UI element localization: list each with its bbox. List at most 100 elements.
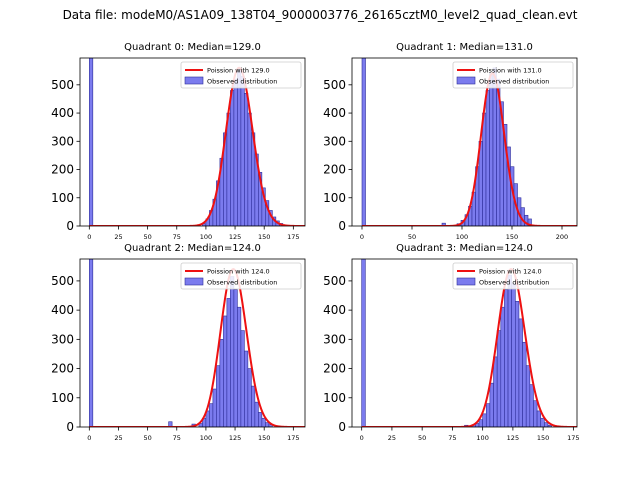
quadrant-2-ytick-label: 400 xyxy=(51,303,74,317)
quadrant-3-xtick-label: 100 xyxy=(476,434,488,442)
quadrant-1-ytick-label: 400 xyxy=(323,106,346,120)
quadrant-2-hist-bar xyxy=(261,417,266,427)
quadrant-0-ytick-label: 200 xyxy=(51,163,74,177)
quadrant-2-legend-hist-swatch xyxy=(184,277,204,286)
quadrant-1-legend-line-label: Poission with 131.0 xyxy=(479,67,542,75)
quadrant-0-legend-hist-swatch xyxy=(184,76,204,85)
quadrant-1-hist-bar xyxy=(527,218,532,226)
quadrant-3-legend: Poission with 124.0 Observed distribution xyxy=(452,262,574,290)
quadrant-3-title: Quadrant 3: Median=124.0 xyxy=(396,243,533,254)
quadrant-3-legend-line-label: Poission with 124.0 xyxy=(479,268,542,276)
quadrant-0-xtick-label: 75 xyxy=(173,233,181,241)
quadrant-0-xtick-label: 0 xyxy=(87,233,91,241)
quadrant-1-hist-bar xyxy=(492,67,497,226)
quadrant-0-xtick-label: 100 xyxy=(200,233,212,241)
quadrant-3-xtick-label: 25 xyxy=(388,434,396,442)
quadrant-0-hist-bar xyxy=(233,78,238,226)
quadrant-3-hist-bar xyxy=(500,306,505,427)
quadrant-3-xtick-label: 125 xyxy=(507,434,519,442)
quadrant-1-ytick-label: 500 xyxy=(323,78,346,92)
quadrant-2-hist-bar xyxy=(226,298,231,427)
quadrant-0-xtick-label: 150 xyxy=(258,233,270,241)
quadrant-3-xtick-label: 0 xyxy=(360,434,364,442)
quadrant-3-ytick-label: 100 xyxy=(323,391,346,405)
quadrant-2-hist-bar xyxy=(223,315,228,427)
quadrant-3-hist-bar xyxy=(533,400,538,427)
quadrant-2-hist-bar xyxy=(244,350,249,427)
quadrant-0-axes-frame xyxy=(79,57,306,227)
quadrant-3-hist-bar xyxy=(482,413,487,427)
quadrant-0-chart: Quadrant 0: Median=129.0 0 25 50 75 100 125 150… xyxy=(51,42,306,241)
quadrant-2-hist-bar xyxy=(233,289,238,427)
quadrant-0-hist-bar xyxy=(247,112,252,226)
quadrant-0-plot-area xyxy=(89,58,305,226)
quadrant-2-xtick-label: 175 xyxy=(287,434,299,442)
quadrant-0-hist-bar xyxy=(237,68,242,226)
quadrant-2-axes-frame xyxy=(79,258,306,428)
quadrant-3-hist-bar xyxy=(515,301,520,427)
quadrant-3-hist-bar xyxy=(544,422,549,427)
quadrant-0-ytick-label: 100 xyxy=(51,191,74,205)
quadrant-0-title: Quadrant 0: Median=129.0 xyxy=(124,42,261,53)
quadrant-3-ytick-label: 500 xyxy=(323,274,346,288)
quadrant-1-legend: Poission with 131.0 Observed distribution xyxy=(452,61,574,89)
quadrant-0-legend-line-label: Poission with 129.0 xyxy=(207,67,270,75)
quadrant-1-xtick-label: 150 xyxy=(506,233,518,241)
quadrant-3-poisson-line xyxy=(361,268,577,427)
quadrant-3-hist-bar xyxy=(522,341,527,427)
quadrant-0-hist-bar xyxy=(240,76,245,226)
quadrant-1-ytick-label: 200 xyxy=(323,163,346,177)
quadrant-1-poisson-line xyxy=(362,72,577,226)
quadrant-2-hist-bar xyxy=(240,330,245,427)
quadrant-1-legend-hist-swatch xyxy=(456,76,476,85)
quadrant-1-chart: Quadrant 1: Median=131.0 0 50 100 150 200 0 100… xyxy=(323,42,578,241)
quadrant-0-ytick-label: 400 xyxy=(51,106,74,120)
quadrant-2-xtick-label: 125 xyxy=(229,434,241,442)
quadrant-1-ytick-label: 300 xyxy=(323,134,346,148)
quadrant-2-legend-hist-label: Observed distribution xyxy=(207,279,277,287)
quadrant-0-legend-hist-label: Observed distribution xyxy=(207,78,277,86)
quadrant-0-ytick-label: 0 xyxy=(66,219,74,233)
quadrant-1-hist-bar xyxy=(489,73,494,226)
quadrant-2-ytick-label: 200 xyxy=(51,362,74,376)
quadrant-2-legend-box xyxy=(180,262,302,290)
quadrant-2-chart: Quadrant 2: Median=124.0 0 25 50 75 100 125 150… xyxy=(51,243,306,442)
quadrant-3-plot-area xyxy=(361,259,577,427)
quadrant-3-ytick-label: 400 xyxy=(323,303,346,317)
quadrant-2-poisson-line xyxy=(89,268,305,427)
quadrant-3-hist-bar xyxy=(496,330,502,427)
quadrant-3-chart: Quadrant 3: Median=124.0 0 25 50 75 100 125 150… xyxy=(323,243,579,442)
quadrant-3-xtick-label: 175 xyxy=(567,434,579,442)
quadrant-3-hist-bar xyxy=(361,259,366,427)
quadrant-3-xtick-label: 150 xyxy=(537,434,549,442)
quadrant-2-hist-bar xyxy=(230,276,235,427)
quadrant-2-xtick-label: 100 xyxy=(200,434,212,442)
quadrant-2-xtick-label: 75 xyxy=(173,434,181,442)
quadrant-3-ytick-label: 200 xyxy=(323,362,346,376)
quadrant-2-hist-bar xyxy=(254,401,259,427)
quadrant-2-hist-bar xyxy=(209,403,214,427)
quadrant-3-legend-box xyxy=(452,262,574,290)
quadrant-1-xtick-label: 50 xyxy=(408,233,416,241)
quadrant-3-hist-bar xyxy=(540,417,545,427)
quadrant-2-hist-bar xyxy=(212,388,217,427)
quadrant-3-ytick-label: 300 xyxy=(323,332,346,346)
quadrant-2-ytick-label: 500 xyxy=(51,274,74,288)
quadrant-2-hist-bar xyxy=(219,339,224,427)
quadrant-1-plot-area xyxy=(361,58,577,226)
quadrant-2-hist-bar xyxy=(247,368,252,427)
quadrant-1-xtick-label: 0 xyxy=(360,233,364,241)
quadrant-1-legend-box xyxy=(452,61,574,89)
quadrant-1-xtick-label: 100 xyxy=(456,233,468,241)
quadrant-1-ytick-label: 0 xyxy=(338,219,346,233)
quadrant-3-hist-bar xyxy=(511,283,516,427)
quadrant-0-xtick-label: 25 xyxy=(114,233,122,241)
quadrant-3-xtick-label: 75 xyxy=(448,434,456,442)
quadrant-3-hist-bar xyxy=(525,365,531,427)
quadrant-0-hist-bar xyxy=(244,92,249,226)
quadrant-2-hist-bar xyxy=(258,412,263,427)
quadrant-2-hist-bar xyxy=(216,365,221,427)
quadrant-1-axes-frame xyxy=(351,57,578,227)
quadrant-3-hist-bar xyxy=(504,289,509,427)
